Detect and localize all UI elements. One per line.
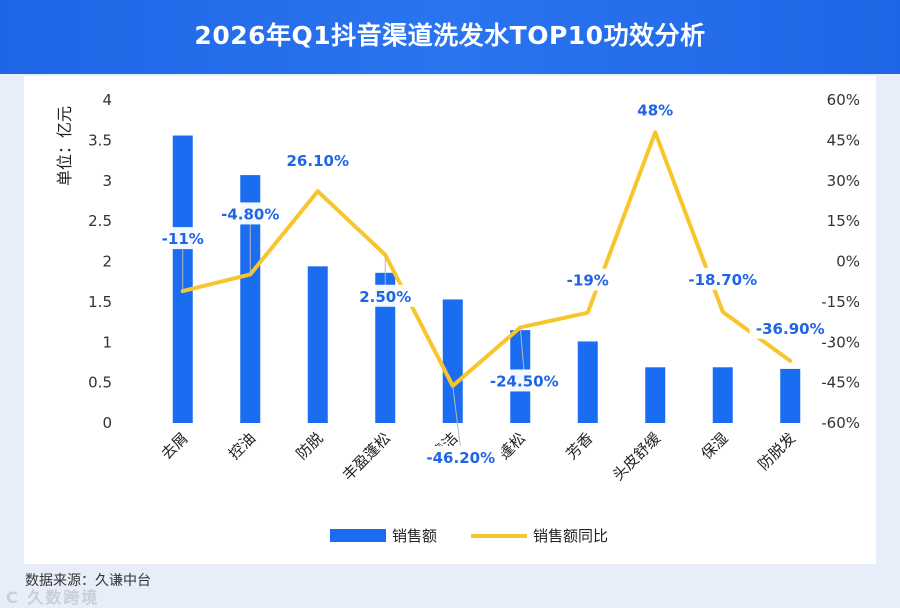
bar <box>240 175 261 423</box>
bar <box>577 341 598 423</box>
label-bg <box>634 98 676 121</box>
label-bg <box>749 316 831 339</box>
y-tick-label: 3 <box>102 172 112 190</box>
y-tick-label: 3.5 <box>88 131 112 149</box>
data-label: -19% <box>567 272 609 290</box>
bar <box>442 299 463 423</box>
y-tick-label: 4 <box>102 91 112 109</box>
x-tick-label: 保湿 <box>698 429 732 463</box>
label-bg <box>354 284 416 307</box>
label-bg <box>214 202 286 225</box>
x-tick-label: 头皮舒缓 <box>609 429 664 484</box>
watermark: C 久数跨境 <box>6 588 100 607</box>
x-tick-label: 去屑 <box>158 429 192 463</box>
data-label: 26.10% <box>287 152 349 170</box>
y2-tick-label: 0% <box>836 253 860 271</box>
y-tick-label: 2.5 <box>88 212 112 230</box>
y-tick-label: 2 <box>102 253 112 271</box>
y-tick-label: 1 <box>102 333 112 351</box>
bar <box>780 368 801 423</box>
y2-tick-label: 60% <box>827 91 860 109</box>
x-tick-label: 芳香 <box>563 429 597 463</box>
data-label: -24.50% <box>490 372 559 390</box>
bar <box>307 266 328 423</box>
y-tick-label: 0 <box>102 414 112 432</box>
x-tick-label: 防脱发 <box>755 429 800 474</box>
data-label: -18.70% <box>688 271 757 289</box>
yoy-line <box>180 130 793 388</box>
y2-tick-label: 15% <box>827 212 860 230</box>
y2-tick-label: -45% <box>821 374 860 392</box>
y-tick-label: 1.5 <box>88 293 112 311</box>
data-label: -11% <box>162 230 204 248</box>
bar <box>375 272 396 423</box>
data-label: 48% <box>637 101 673 119</box>
label-leader <box>519 327 525 374</box>
x-tick-label: 丰盈蓬松 <box>339 429 394 484</box>
data-label: -36.90% <box>756 320 825 338</box>
data-label: 2.50% <box>359 288 411 306</box>
y2-tick-label: -60% <box>821 414 860 432</box>
y-tick-label: 0.5 <box>88 374 112 392</box>
label-bg <box>483 369 565 392</box>
header-banner: 2026年Q1抖音渠道洗发水TOP10功效分析 <box>0 0 900 74</box>
data-source: 数据来源：久谦中台 <box>25 573 151 589</box>
legend-swatch-bar <box>330 529 386 542</box>
chart-panel: 0 0.5 1 1.5 2 2.5 3 3.5 4 -60% -45% -30% -15% 0% 15% 30… <box>24 76 876 564</box>
data-label: -4.80% <box>221 205 279 223</box>
label-leader <box>452 385 462 450</box>
y-axis-title: 单位：亿元 <box>55 106 74 186</box>
x-tick-label: 控油 <box>225 429 259 463</box>
y2-tick-label: 30% <box>827 172 860 190</box>
label-bg <box>562 268 614 291</box>
bar <box>645 367 666 423</box>
page-title: 2026年Q1抖音渠道洗发水TOP10功效分析 <box>194 21 706 50</box>
chart: 00.511.522.533.54-60%-45%-30%-15%0%15%30… <box>55 91 860 545</box>
bar <box>712 367 733 423</box>
y2-tick-label: -15% <box>821 293 860 311</box>
label-bg <box>282 149 354 172</box>
legend-label: 销售额同比 <box>533 527 608 545</box>
y2-tick-label: 45% <box>827 131 860 149</box>
data-label: -46.20% <box>426 449 495 467</box>
x-tick-label: 防脱 <box>293 429 327 463</box>
label-bg <box>420 445 502 468</box>
label-bg <box>682 267 764 290</box>
label-bg <box>157 227 209 250</box>
legend-label: 销售额 <box>392 527 437 545</box>
